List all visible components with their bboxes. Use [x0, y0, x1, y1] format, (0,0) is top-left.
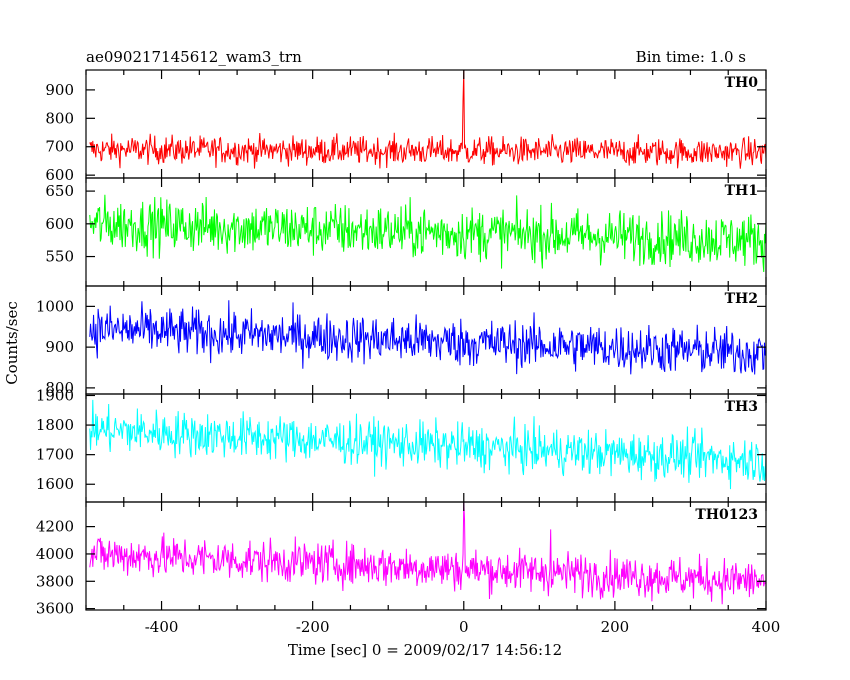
x-tick-label: 200 [601, 618, 630, 636]
y-tick-label: 1000 [36, 297, 74, 315]
y-tick-label: 800 [45, 379, 74, 397]
y-tick-label: 3800 [36, 572, 74, 590]
y-tick-label: 900 [45, 81, 74, 99]
y-tick-label: 1600 [36, 475, 74, 493]
x-tick-label: 400 [752, 618, 781, 636]
series-line-th1 [89, 194, 766, 272]
panel-frame-th1 [85, 177, 767, 287]
panel-frame-th0123 [85, 501, 767, 611]
panel-th0123: 3600 3800 4000 4200 TH0123 [36, 501, 767, 618]
y-tick-label: 700 [45, 138, 74, 156]
y-tick-label: 600 [45, 215, 74, 233]
chart-title-right: Bin time: 1.0 s [636, 48, 746, 66]
y-tick-label: 3600 [36, 600, 74, 618]
y-tick-label: 550 [45, 248, 74, 266]
x-tick-label: 0 [459, 618, 469, 636]
y-tick-label: 4200 [36, 518, 74, 536]
panel-th2: 800 900 1000 TH2 [36, 285, 767, 397]
y-tick-label: 1800 [36, 416, 74, 434]
x-tick-label: -200 [296, 618, 330, 636]
y-tick-label: 1900 [36, 386, 74, 404]
series-line-th0 [89, 70, 766, 169]
y-tick-label: 600 [45, 166, 74, 184]
y-axis-label: Counts/sec [3, 301, 21, 385]
panel-th3: 1600 1700 1800 1900 TH3 [36, 386, 767, 503]
x-tick-label: -400 [145, 618, 179, 636]
panel-label: TH1 [725, 183, 758, 199]
series-line-th2 [89, 300, 766, 375]
chart-title-left: ae090217145612_wam3_trn [86, 48, 302, 66]
panel-th1: 550 600 650 TH1 [45, 177, 767, 287]
panel-th0: 600 700 800 900 TH0 [45, 69, 767, 184]
y-tick-label: 4000 [36, 545, 74, 563]
y-tick-label: 650 [45, 182, 74, 200]
panel-label: TH2 [725, 291, 758, 307]
y-tick-label: 900 [45, 338, 74, 356]
series-line-th3 [89, 399, 766, 490]
panel-frame-th0 [85, 69, 767, 179]
x-axis-label: Time [sec] 0 = 2009/02/17 14:56:12 [288, 641, 562, 659]
panel-label: TH0123 [695, 507, 758, 523]
panel-label: TH3 [725, 399, 758, 415]
y-tick-label: 800 [45, 109, 74, 127]
panel-label: TH0 [725, 75, 759, 91]
y-tick-label: 1700 [36, 446, 74, 464]
series-line-th0123 [89, 502, 766, 605]
